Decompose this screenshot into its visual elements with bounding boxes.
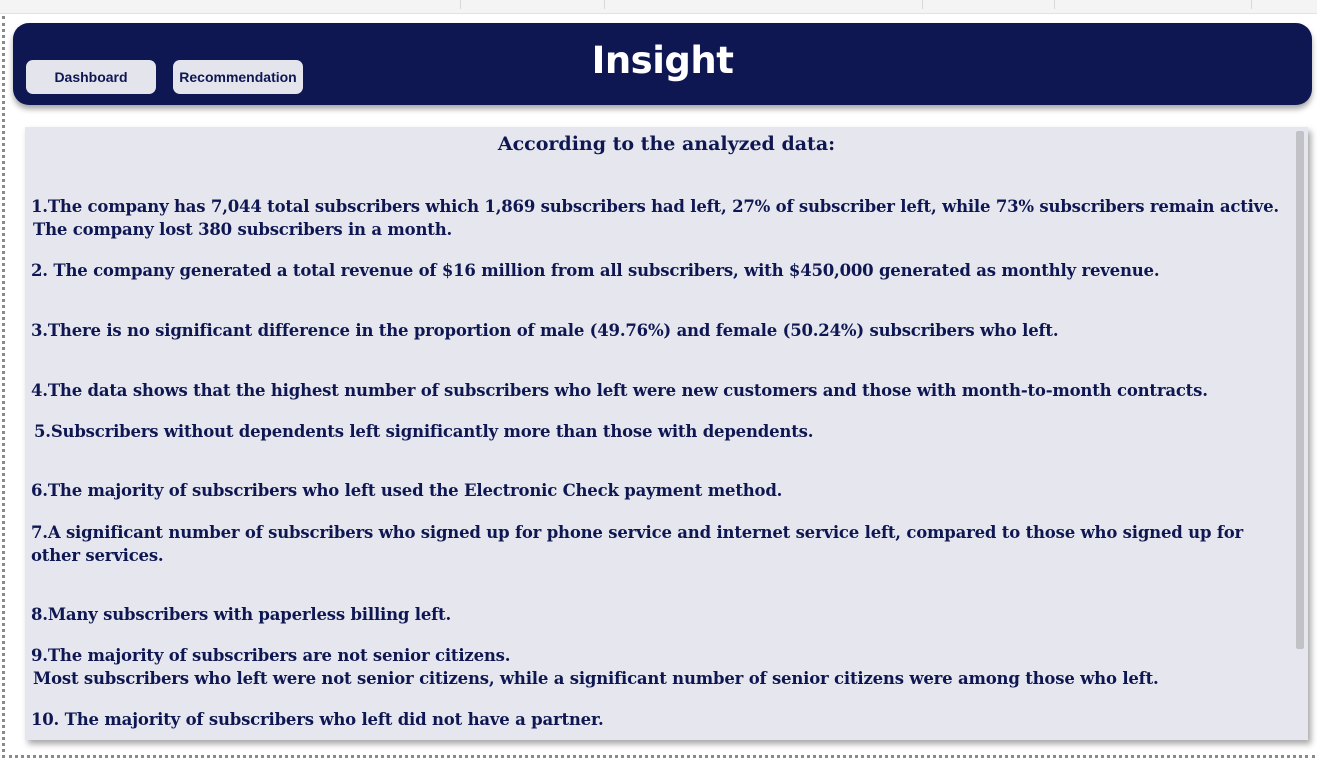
insight-6: 6.The majority of subscribers who left u… [31, 481, 783, 500]
insight-5: 5.Subscribers without dependents left si… [34, 422, 814, 441]
insight-1-line-2: The company lost 380 subscribers in a mo… [33, 220, 453, 239]
column-separator [1054, 0, 1055, 9]
recommendation-button[interactable]: Recommendation [173, 60, 303, 94]
insight-8: 8.Many subscribers with paperless billin… [31, 605, 451, 624]
insight-9-line-2: Most subscribers who left were not senio… [33, 669, 1159, 688]
column-separator [460, 0, 461, 9]
insight-3: 3.There is no significant difference in … [31, 321, 1059, 340]
header-bar: Dashboard Recommendation Insight [13, 23, 1312, 105]
insight-10: 10. The majority of subscribers who left… [31, 710, 604, 729]
column-separator [604, 0, 605, 9]
insight-9-line-1: 9.The majority of subscribers are not se… [31, 646, 511, 665]
insights-panel: According to the analyzed data: 1.The co… [25, 127, 1308, 740]
page-title: Insight [591, 39, 734, 82]
vertical-scrollbar[interactable] [1296, 131, 1304, 649]
insight-7: 7.A significant number of subscribers wh… [31, 523, 1244, 565]
scrollbar-thumb[interactable] [1296, 131, 1304, 649]
panel-heading: According to the analyzed data: [497, 133, 836, 155]
insight-4: 4.The data shows that the highest number… [31, 381, 1208, 400]
column-separator [922, 0, 923, 9]
report-canvas-frame [2, 16, 1315, 758]
dashboard-button[interactable]: Dashboard [26, 60, 156, 94]
insight-1-line-1: 1.The company has 7,044 total subscriber… [31, 197, 1279, 216]
column-separator [1251, 0, 1252, 9]
insight-2: 2. The company generated a total revenue… [31, 261, 1160, 280]
top-toolbar-strip [0, 0, 1317, 14]
